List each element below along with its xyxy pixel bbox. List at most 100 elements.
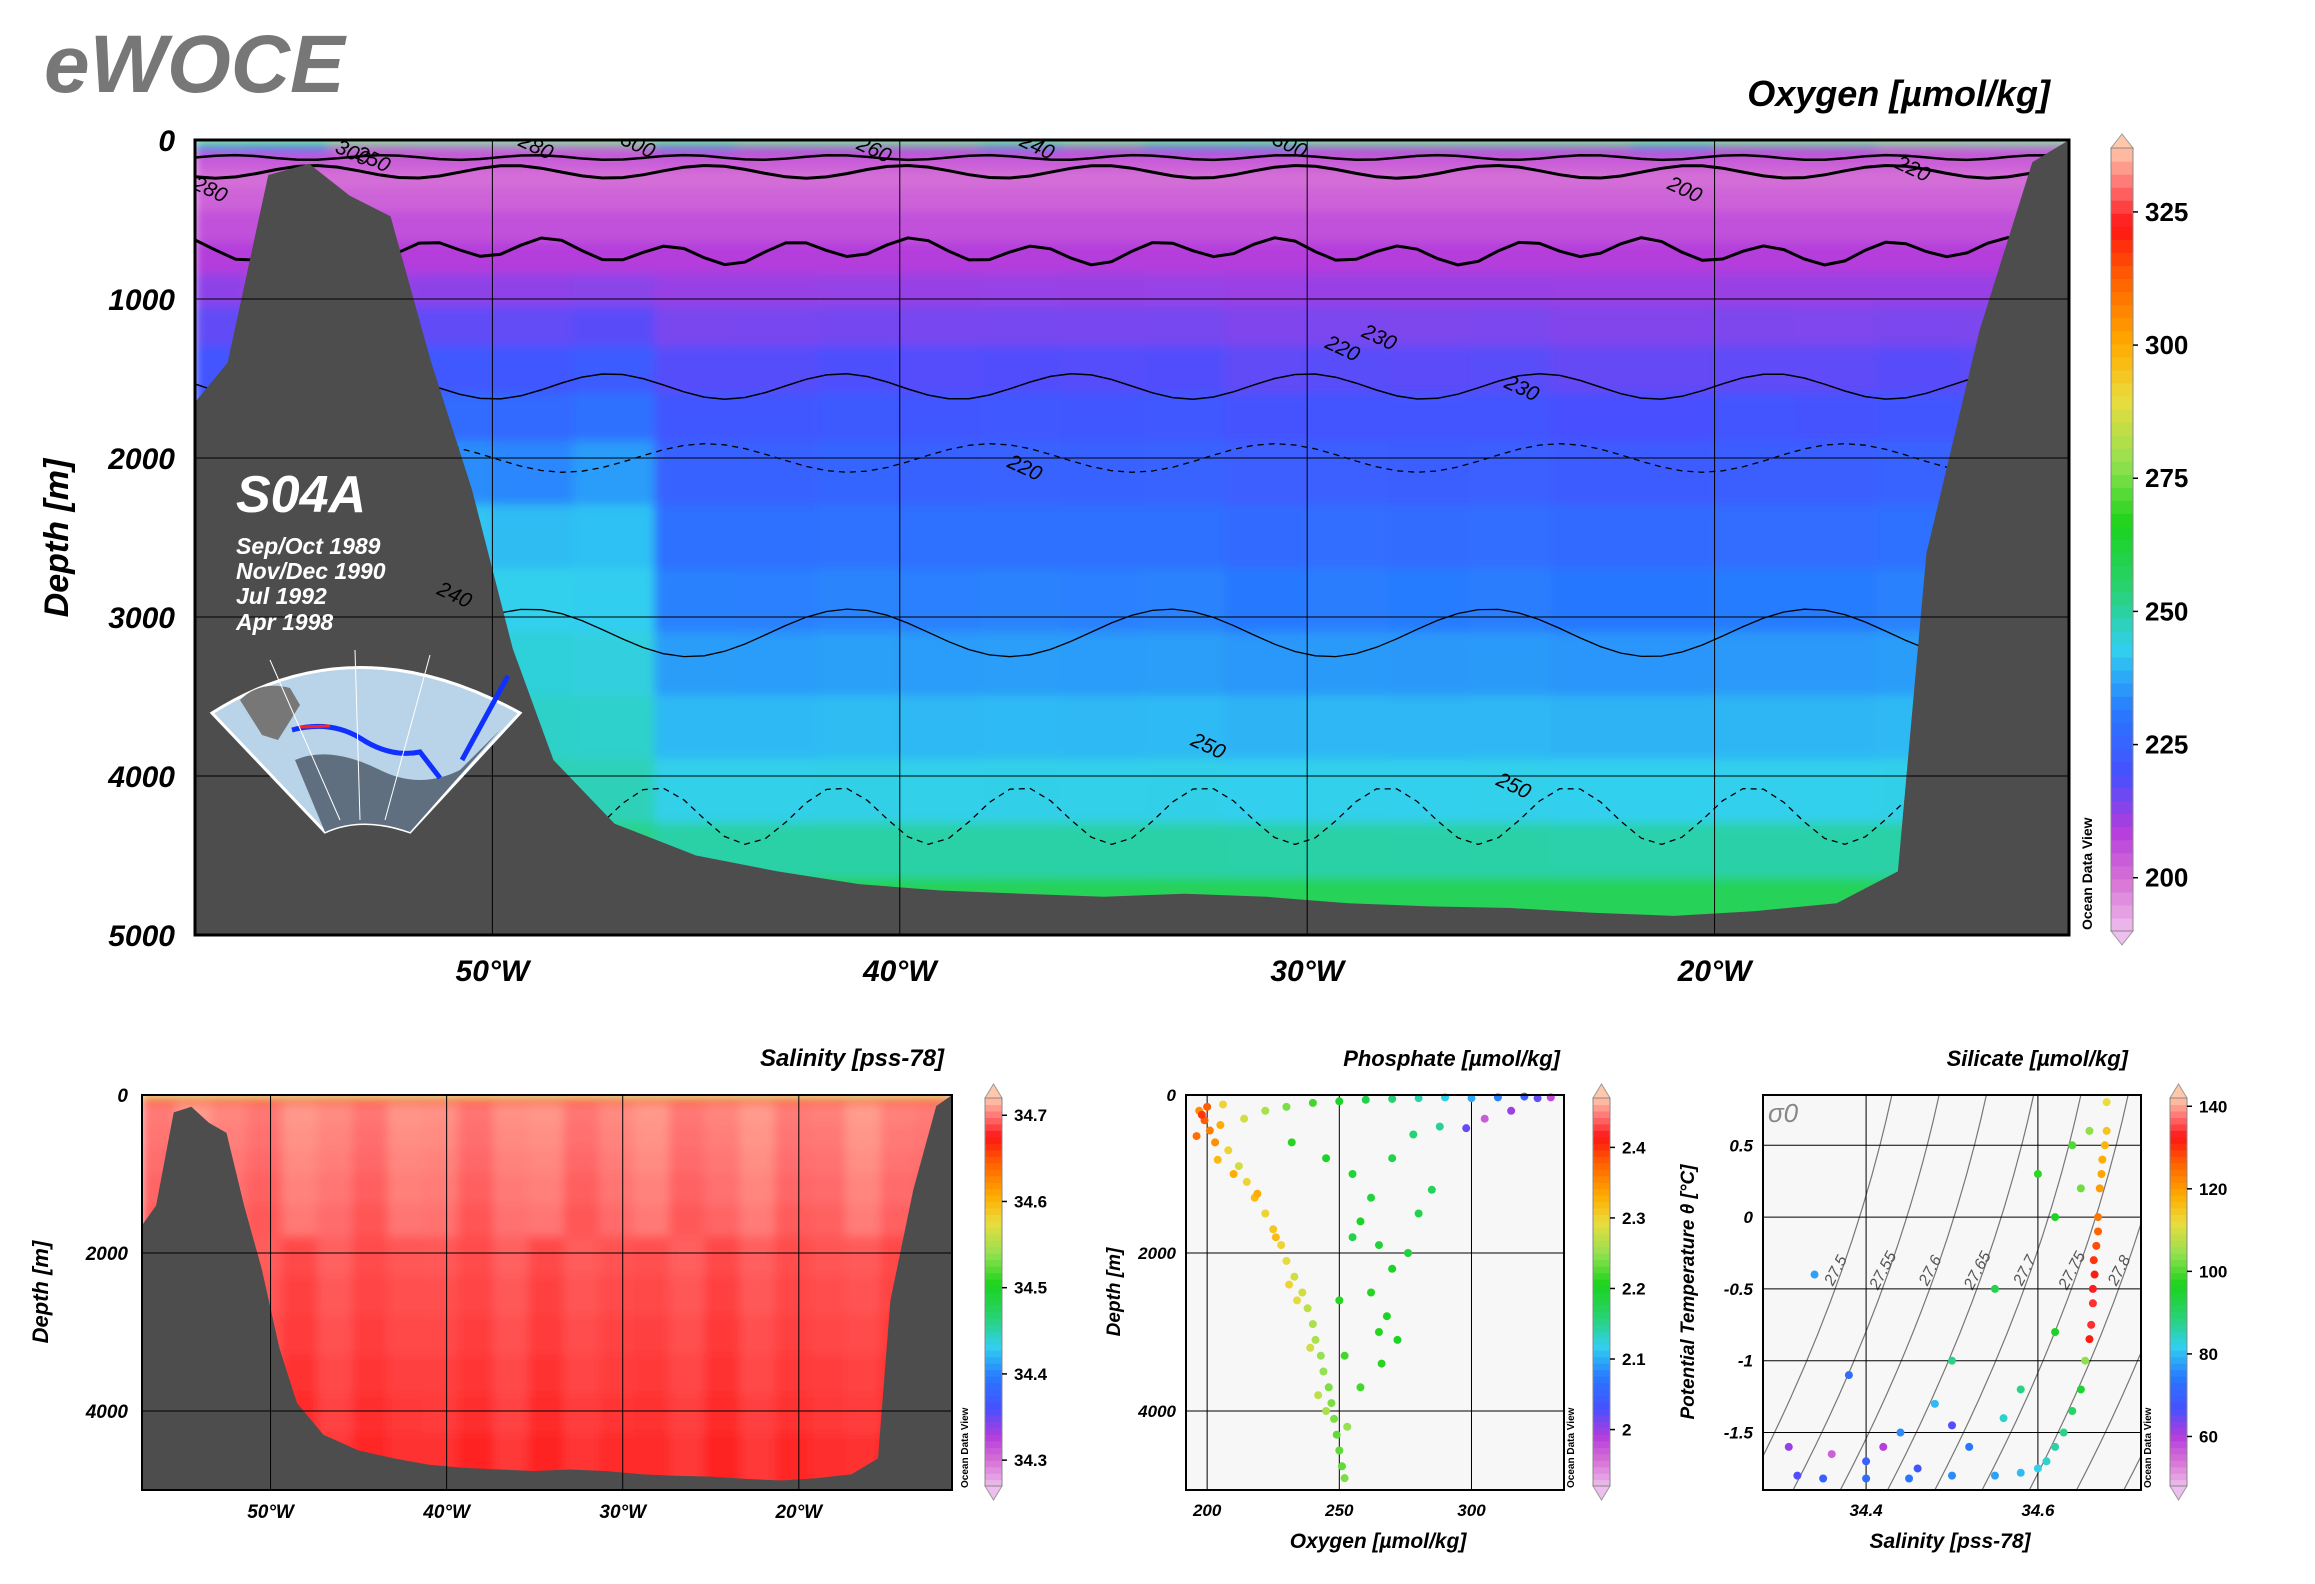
oxygen-field-cell (1876, 145, 1961, 154)
salinity-field-cell (563, 1106, 601, 1116)
salinity-colorbar-band (985, 1324, 1002, 1332)
oxygen-field-cell (1876, 305, 1961, 348)
oxygen-field-cell (1143, 145, 1227, 154)
oxygen-colorbar-band (2111, 852, 2133, 867)
oxygen-field-cell (735, 393, 820, 444)
oxygen-field-cell (195, 140, 249, 148)
oxygen-contour-line (195, 787, 2069, 846)
oxygen-field-cell (735, 145, 820, 154)
oxygen-field-cell (572, 210, 657, 245)
oxygen-colorbar-band (2111, 278, 2133, 293)
oxygen-field-cell (654, 186, 738, 213)
salinity-field-cell (528, 1125, 566, 1152)
salinity-field-cell (422, 1275, 460, 1318)
phosphate-point (1414, 1209, 1423, 1218)
oxygen-field-cell (735, 210, 820, 245)
salinity-field-cell (739, 1099, 777, 1105)
salinity-xtick: 50°W (247, 1502, 296, 1523)
salinity-field-cell (563, 1394, 601, 1436)
oxygen-field-cell (1143, 274, 1227, 308)
salinity-colorbar-band (985, 1253, 1002, 1261)
salinity-field-cell (563, 1097, 601, 1102)
phosphate-point (1335, 1446, 1344, 1455)
silicate-point (1948, 1421, 1956, 1430)
oxygen-field-cell (491, 170, 575, 189)
salinity-field-cell (422, 1394, 460, 1436)
oxygen-field-cell (980, 210, 1064, 245)
salinity-field-cell (211, 1106, 249, 1116)
salinity-field-cell (845, 1173, 883, 1207)
salinity-xtick: 20°W (774, 1502, 824, 1523)
salinity-field-cell (281, 1125, 320, 1152)
oxygen-xtick: 20°W (1677, 955, 1754, 988)
oxygen-field-cell (1632, 759, 1716, 825)
salinity-field-cell (457, 1236, 496, 1278)
oxygen-field-cell (898, 274, 983, 308)
salinity-field-cell (634, 1097, 672, 1102)
salinity-field-cell (281, 1102, 320, 1109)
oxygen-field-cell (817, 504, 901, 571)
oxygen-field-cell (1713, 305, 1798, 348)
oxygen-field-cell (491, 305, 575, 348)
salinity-field-cell (211, 1113, 249, 1128)
silicate-point (2090, 1270, 2099, 1279)
silicate-colorbar-band (2170, 1460, 2187, 1468)
oxygen-field-cell (1632, 170, 1716, 189)
salinity-field-cell (457, 1204, 496, 1239)
oxygen-field-cell (1469, 695, 1553, 762)
phosphate-colorbar-band (1593, 1356, 1610, 1364)
oxygen-field-cell (328, 145, 412, 154)
oxygen-colorbar: 200 225 250 275 300 325 (2109, 133, 2188, 946)
salinity-field-cell (528, 1097, 566, 1102)
salinity-field-cell (669, 1204, 707, 1239)
oxygen-field-cell (1387, 170, 1472, 189)
phosphate-title: Phosphate [µmol/kg] (1343, 1046, 1560, 1071)
oxygen-colorbar-band (2111, 395, 2133, 410)
salinity-field-cell (598, 1173, 637, 1207)
salinity-field-cell (211, 1099, 249, 1105)
salinity-colorbar-band (985, 1207, 1002, 1215)
oxygen-field-cell (817, 759, 901, 825)
salinity-field-cell (669, 1149, 707, 1175)
salinity-field-cell (142, 1106, 179, 1116)
oxygen-colorbar-band (2111, 630, 2133, 645)
oxygen-field-cell (491, 441, 575, 507)
oxygen-field-cell (1061, 504, 1146, 571)
salinity-field-cell (493, 1102, 531, 1109)
oxygen-field-cell (1387, 345, 1472, 396)
salinity-field-cell (387, 1099, 425, 1105)
oxygen-field-cell (1795, 631, 1879, 698)
silicate-colorbar-band (2170, 1447, 2187, 1455)
salinity-colorbar-cap-top (984, 1083, 1003, 1099)
oxygen-field-cell (1143, 305, 1227, 348)
phosphate-point (1388, 1264, 1397, 1273)
salinity-field-cell (774, 1149, 813, 1175)
salinity-field-cell (387, 1106, 425, 1116)
silicate-colorbar-band (2170, 1330, 2187, 1338)
silicate-colorbar-band (2170, 1363, 2187, 1371)
silicate-colorbar-band (2170, 1473, 2187, 1481)
phosphate-point (1340, 1351, 1349, 1360)
salinity-colorbar-band (985, 1317, 1002, 1325)
salinity-colorbar-band (985, 1369, 1002, 1377)
phosphate-colorbar-frame (1592, 1097, 1611, 1487)
oxygen-field-cell (572, 504, 657, 571)
oxygen-colorbar-band (2111, 891, 2133, 906)
silicate-point (2033, 1464, 2042, 1473)
oxygen-xtick: 50°W (456, 955, 532, 988)
silicate-colorbar-band (2170, 1143, 2187, 1151)
salinity-field-cell (845, 1106, 883, 1116)
phosphate-point (1480, 1114, 1489, 1123)
oxygen-field-cell (817, 145, 901, 154)
oxygen-field-cell (1469, 822, 1553, 881)
oxygen-field-cell (1469, 274, 1553, 308)
oxygen-field-cell (898, 140, 983, 148)
silicate-ytick: 0 (1744, 1208, 1754, 1227)
inset-map-meridian-40 (354, 649, 361, 821)
silicate-colorbar-band (2170, 1337, 2187, 1345)
salinity-colorbar-label: 34.5 (1014, 1279, 1047, 1298)
salinity-field-cell (528, 1113, 566, 1128)
salinity-field-cell (880, 1097, 918, 1102)
oxygen-colorbar-band (2111, 643, 2133, 658)
phosphate-point (1306, 1343, 1315, 1352)
